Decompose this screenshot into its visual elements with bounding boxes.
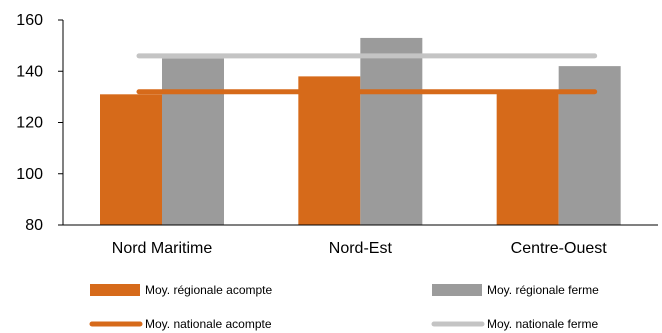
bar-regionale-acompte bbox=[496, 91, 559, 225]
category-label: Centre-Ouest bbox=[511, 240, 608, 257]
legend-item: Moy. nationale acompte bbox=[89, 317, 272, 331]
legend-label: Moy. régionale acompte bbox=[145, 283, 273, 297]
legend-swatch bbox=[432, 284, 482, 296]
y-tick-label: 100 bbox=[16, 166, 43, 183]
y-tick-label: 140 bbox=[16, 63, 43, 80]
legend-label: Moy. nationale acompte bbox=[145, 317, 272, 331]
bar-regionale-acompte bbox=[100, 94, 162, 225]
legend-label: Moy. nationale ferme bbox=[487, 317, 598, 331]
category-label: Nord-Est bbox=[329, 240, 393, 257]
bar-regionale-acompte bbox=[298, 76, 361, 225]
y-tick-label: 120 bbox=[16, 115, 43, 132]
legend: Moy. régionale acompte Moy. régionale fer… bbox=[89, 283, 599, 331]
category-label: Nord Maritime bbox=[112, 240, 213, 257]
legend-item: Moy. régionale ferme bbox=[432, 283, 599, 297]
x-axis: Nord Maritime Nord-Est Centre-Ouest bbox=[63, 224, 658, 257]
legend-swatch bbox=[90, 284, 140, 296]
legend-item: Moy. régionale acompte bbox=[90, 283, 273, 297]
y-tick-label: 160 bbox=[16, 12, 43, 29]
legend-item: Moy. nationale ferme bbox=[431, 317, 598, 331]
reference-lines bbox=[136, 53, 598, 95]
y-axis: 80 100 120 140 160 bbox=[16, 12, 64, 234]
bar-regionale-ferme bbox=[360, 37, 423, 225]
y-tick-label: 80 bbox=[25, 217, 43, 234]
bar-regionale-ferme bbox=[162, 58, 224, 225]
legend-label: Moy. régionale ferme bbox=[487, 283, 599, 297]
bars bbox=[100, 37, 621, 225]
